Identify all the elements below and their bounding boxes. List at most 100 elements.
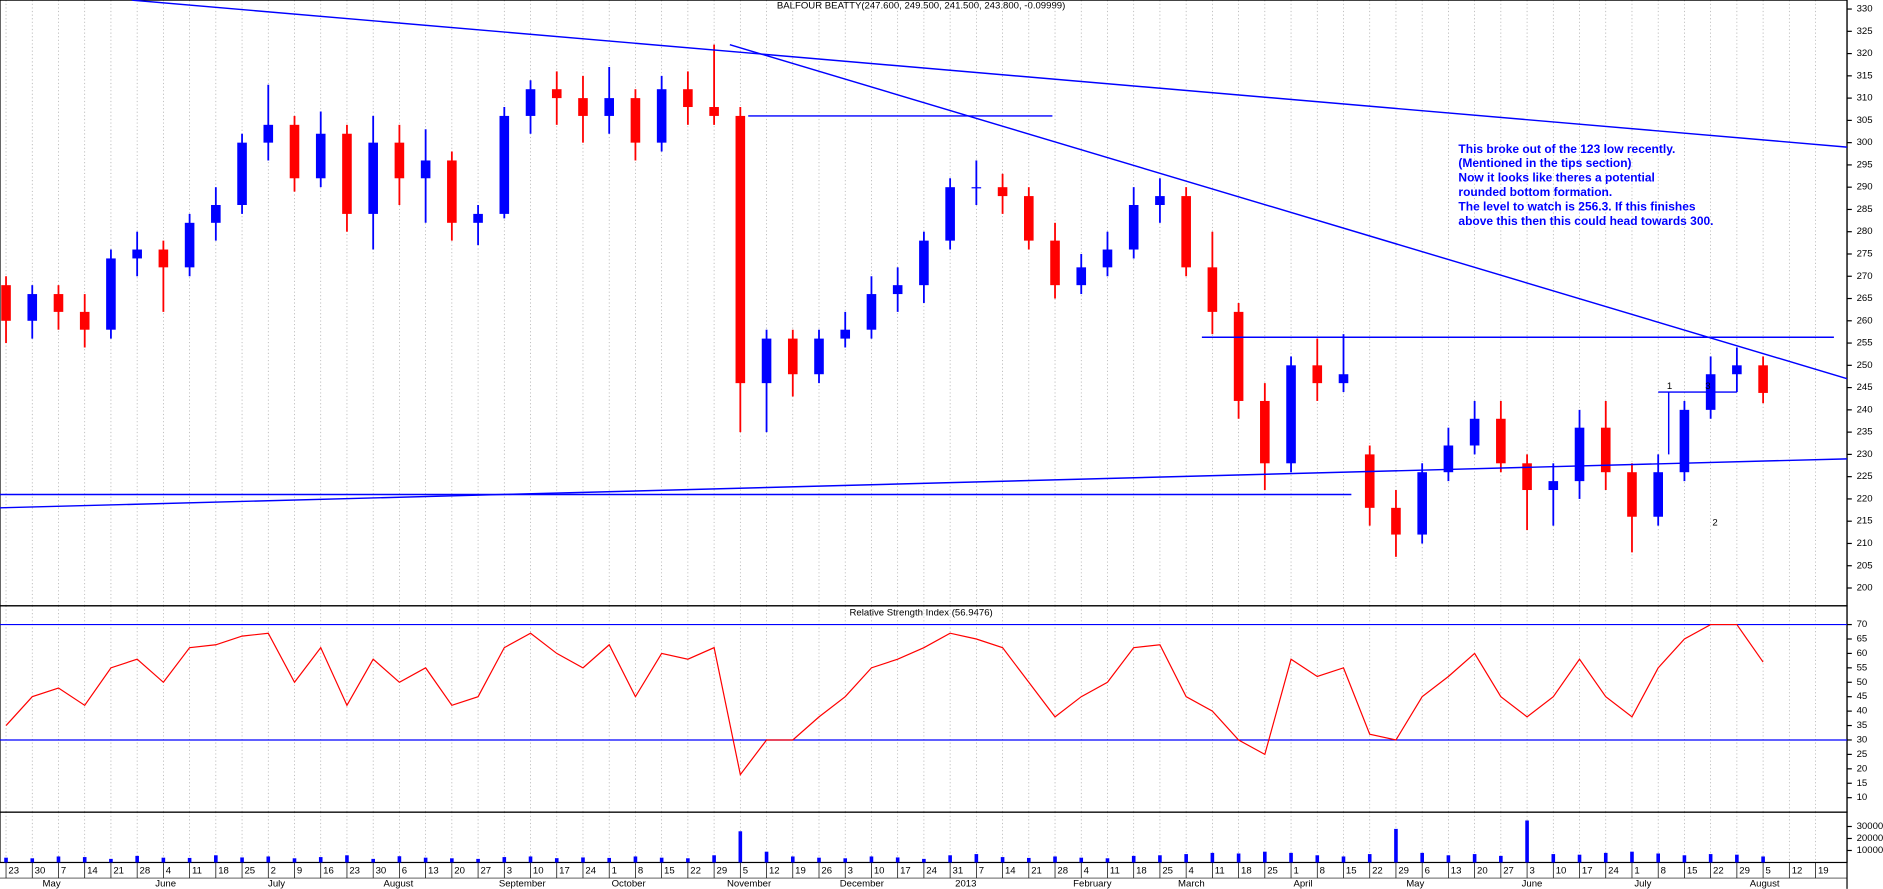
candle-body [1417,472,1427,535]
y-tick-label: 235 [1857,427,1873,438]
candle-body [787,338,798,375]
marker-label: 2 [1712,518,1717,529]
candle-body [1260,400,1270,464]
volume-bar [1656,853,1660,863]
candle-body [79,311,90,330]
y-tick-label: 280 [1857,226,1873,237]
y-tick-label: 40 [1857,706,1868,717]
volume-bar [345,855,349,863]
candle-body [1548,481,1559,491]
x-tick-label: 17 [559,865,570,876]
month-label: June [155,879,176,889]
x-tick-label: 23 [8,865,19,876]
volume-bar [135,855,139,863]
x-tick-label: 18 [1136,865,1147,876]
y-tick-label: 200 [1857,583,1873,594]
y-tick-label: 305 [1857,115,1873,126]
x-tick-label: 6 [402,865,407,876]
volume-bar [1315,855,1320,863]
candle-body [53,294,64,312]
y-tick-label: 210 [1857,538,1873,549]
x-tick-label: 30 [35,865,46,876]
candle-body [342,133,352,214]
volume-bar [1446,855,1451,863]
x-tick-label: 22 [1372,865,1383,876]
volume-bar [790,856,795,863]
candle-body [1076,267,1087,286]
y-tick-label: 10 [1857,792,1868,803]
volume-bar [1708,854,1713,863]
y-tick-label: 10000 [1857,845,1883,856]
candle-body [132,249,142,259]
x-tick-label: 5 [743,865,748,876]
y-tick-label: 70 [1857,619,1868,630]
x-tick-label: 19 [1818,865,1829,876]
y-tick-label: 330 [1857,4,1873,15]
month-label: May [43,879,61,889]
x-tick-label: 25 [1162,865,1173,876]
x-tick-label: 14 [1005,865,1016,876]
candle-body [237,142,247,205]
x-tick-label: 3 [507,865,512,876]
x-tick-label: 13 [1451,865,1462,876]
candle-body [447,160,457,223]
x-tick-label: 7 [61,865,66,876]
candle-body [919,240,929,286]
x-tick-label: 24 [585,865,596,876]
volume-bar [187,857,192,863]
x-tick-label: 18 [218,865,229,876]
candle-body [289,124,300,179]
month-label: July [268,879,285,889]
y-tick-label: 205 [1857,560,1873,571]
volume-bar [1263,851,1267,863]
x-tick-label: 1 [612,865,617,876]
month-label: March [1178,879,1205,889]
candle-body [1102,249,1113,268]
x-tick-label: 4 [1084,865,1090,876]
volume-bar [266,856,271,863]
candle-body [1758,365,1768,393]
x-tick-label: 3 [848,865,853,876]
volume-bar [240,857,244,863]
annotation: The level to watch is 256.3. If this fin… [1458,199,1695,213]
y-tick-label: 25 [1857,749,1868,760]
x-tick-label: 30 [376,865,387,876]
x-tick-label: 11 [1215,865,1225,876]
month-label: October [612,879,647,889]
y-tick-label: 310 [1857,93,1873,104]
y-tick-label: 285 [1857,204,1873,215]
x-tick-label: 22 [1713,865,1724,876]
month-label: February [1073,879,1112,889]
candle-body [866,294,877,330]
y-tick-label: 215 [1857,516,1873,527]
candle-body [630,98,641,143]
volume-bar [1000,857,1005,863]
candle-body [263,124,274,143]
annotation: (Mentioned in the tips section) [1458,156,1631,170]
x-tick-label: 25 [1267,865,1278,876]
y-tick-label: 220 [1857,493,1873,504]
x-tick-label: 20 [1477,865,1488,876]
volume-bar [1394,828,1398,863]
x-tick-label: 3 [1529,865,1534,876]
month-label: May [1406,879,1424,889]
candle-body [211,204,221,223]
y-tick-label: 30 [1857,735,1868,746]
volume-bar [817,857,821,863]
candle-body [1469,418,1480,446]
y-tick-label: 230 [1857,449,1873,460]
x-tick-label: 14 [87,865,98,876]
x-tick-label: 17 [1582,865,1593,876]
rsi-line [5,623,1764,777]
candle-body [1207,267,1218,312]
candle-body [945,187,955,241]
month-label: August [383,879,413,889]
volume-bar [1735,854,1739,863]
volume-bar [397,856,402,863]
volume-bar [1131,855,1136,863]
candle-body [1443,445,1454,473]
candle-body [1233,311,1244,401]
volume-bar [607,857,612,863]
candle-body [420,160,431,179]
